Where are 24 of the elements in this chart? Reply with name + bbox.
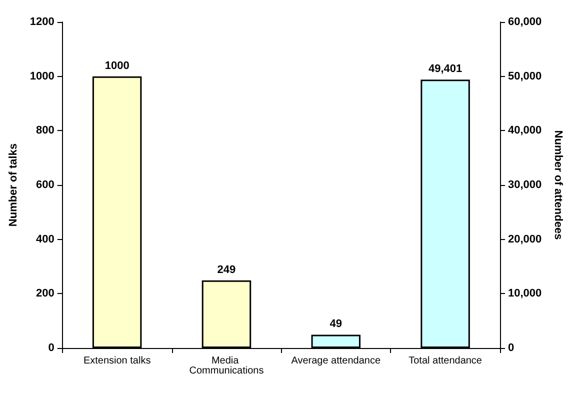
y-tick-label: 1000 — [30, 70, 54, 82]
data-label: 49,401 — [428, 63, 462, 76]
y-tick-label: 1200 — [30, 16, 54, 28]
x-tick-label: Total attendance — [408, 356, 482, 366]
y2-axis-title: Number of attendees — [552, 130, 564, 240]
data-label: 249 — [217, 264, 236, 276]
y-tick-label: 0 — [48, 342, 54, 354]
x-tick-label: Extension talks — [83, 356, 151, 366]
y2-tick-label: 20,000 — [508, 233, 542, 246]
x-tick-label: Media Communications — [189, 356, 264, 376]
y2-tick-label: 60,000 — [508, 16, 542, 28]
y2-tick-label: 30,000 — [508, 179, 542, 191]
y-tick-label: 800 — [36, 124, 54, 137]
data-label: 1000 — [104, 60, 130, 72]
data-label: 49 — [330, 318, 342, 330]
y-tick-label: 400 — [36, 233, 54, 246]
x-tick-label: Average attendance — [291, 356, 381, 366]
y-tick-label: 600 — [36, 179, 54, 191]
y2-tick-label: 0 — [508, 342, 514, 354]
y-axis-title: Number of talks — [8, 143, 20, 227]
y2-tick-label: 40,000 — [508, 124, 542, 137]
y-tick-label: 200 — [36, 288, 54, 300]
y2-tick-label: 50,000 — [508, 70, 542, 82]
y2-tick-label: 10,000 — [508, 288, 542, 300]
